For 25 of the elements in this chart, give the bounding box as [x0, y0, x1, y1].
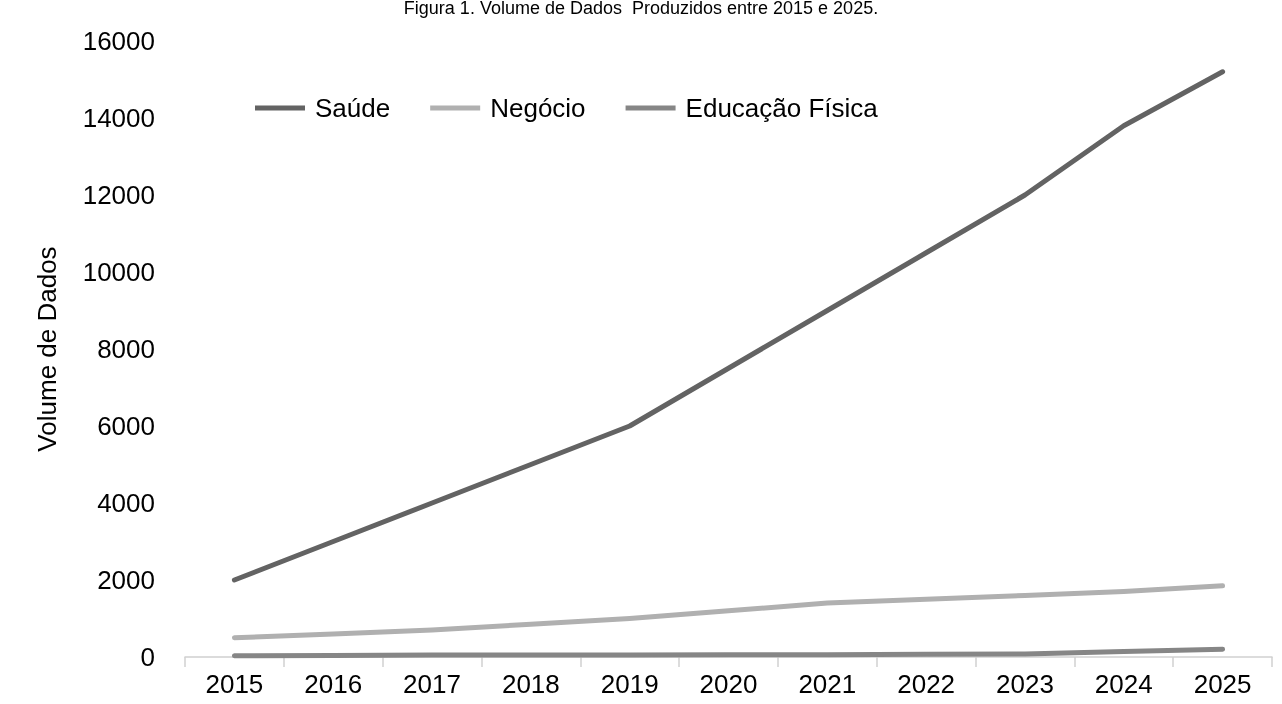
y-tick-label: 10000: [82, 257, 155, 287]
legend-label: Educação Física: [685, 93, 879, 123]
y-tick-label: 6000: [97, 411, 155, 441]
x-tick-label: 2025: [1193, 669, 1252, 699]
y-tick-label: 4000: [97, 488, 155, 518]
legend-label: Saúde: [315, 93, 391, 123]
chart-title: Figura 1. Volume de Dados Produzidos entre 2015 e 2025.: [403, 0, 879, 18]
y-tick-label: 8000: [97, 334, 155, 364]
y-tick-label: 14000: [82, 103, 155, 133]
x-tick-label: 2023: [996, 669, 1054, 699]
y-axis-title: Volume de Dados: [32, 246, 62, 452]
x-tick-label: 2024: [1094, 669, 1153, 699]
x-tick-label: 2020: [699, 669, 758, 699]
x-tick-label: 2015: [205, 669, 264, 699]
y-tick-label: 2000: [97, 565, 155, 595]
x-tick-label: 2022: [897, 669, 956, 699]
x-tick-label: 2017: [403, 669, 461, 699]
y-tick-label: 0: [140, 642, 155, 672]
x-tick-label: 2019: [600, 669, 659, 699]
legend-label: Negócio: [490, 93, 586, 123]
y-tick-label: 12000: [82, 180, 155, 210]
y-tick-label: 16000: [82, 26, 155, 56]
x-tick-label: 2018: [501, 669, 560, 699]
x-tick-label: 2016: [304, 669, 363, 699]
x-tick-label: 2021: [798, 669, 857, 699]
